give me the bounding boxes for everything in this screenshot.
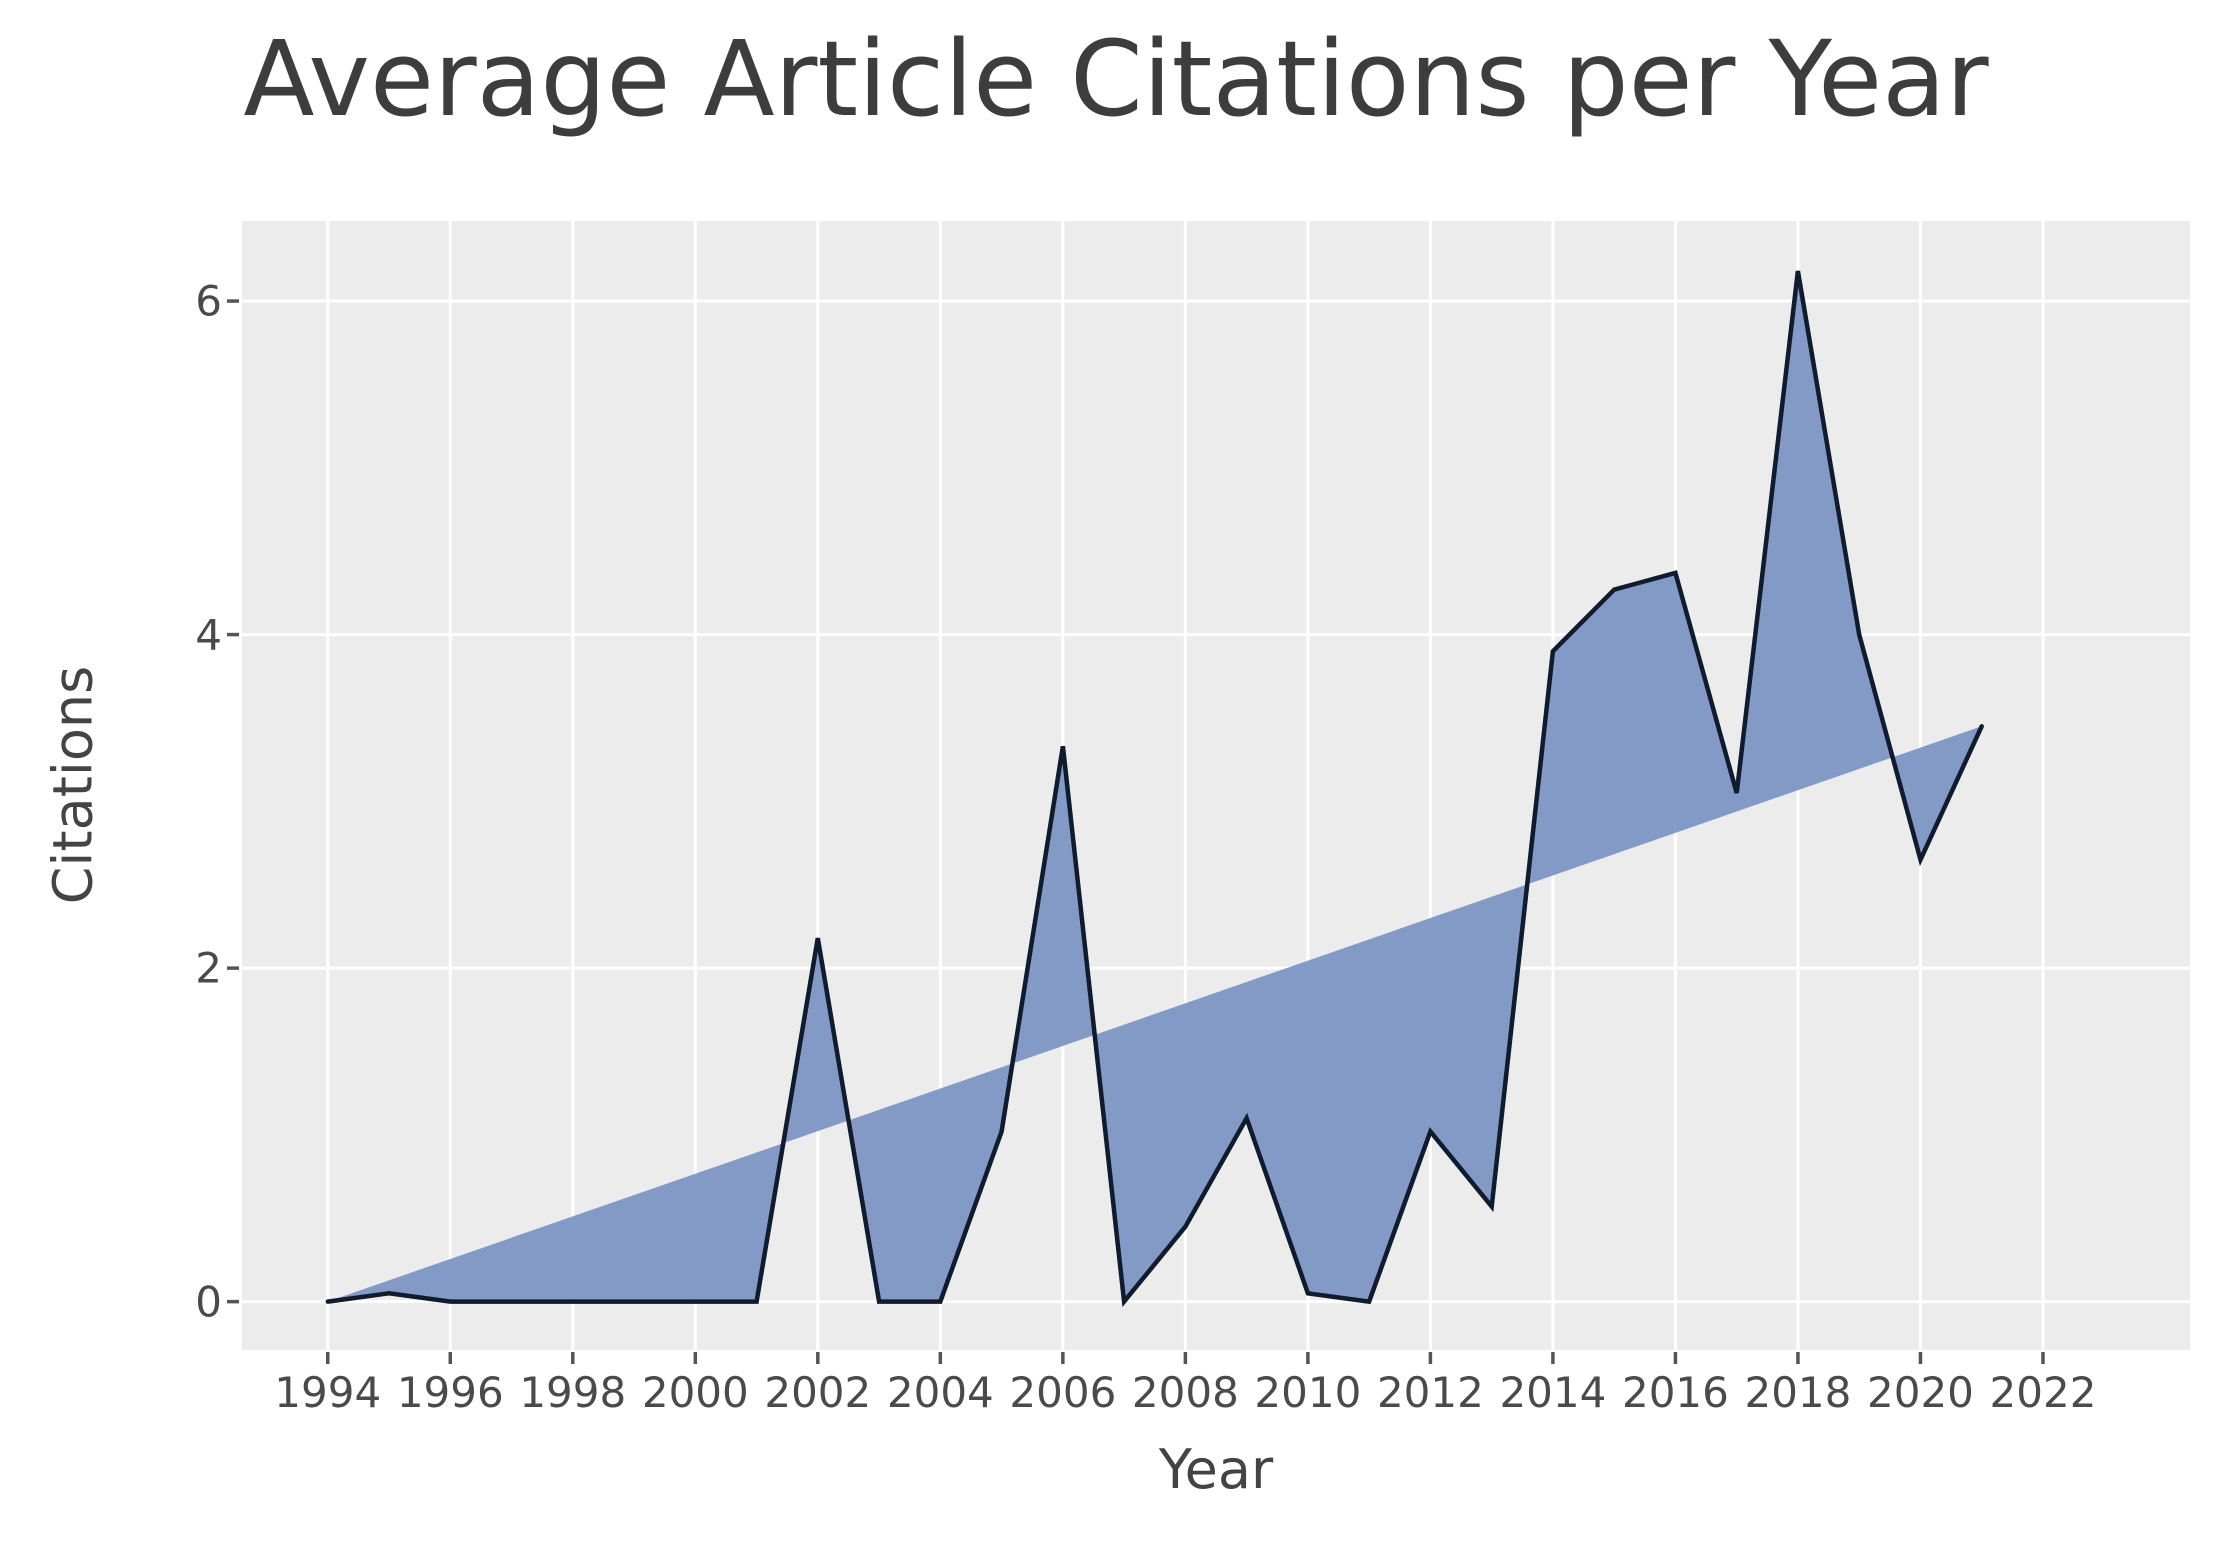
x-tick-label-2020: 2020: [1867, 1368, 1974, 1417]
x-tick-label-2000: 2000: [641, 1368, 749, 1417]
x-tick-label-2010: 2010: [1254, 1368, 1362, 1417]
plot-background: [242, 221, 2190, 1350]
x-tick-label-1998: 1998: [519, 1368, 627, 1417]
x-tick-label-2004: 2004: [886, 1368, 994, 1417]
x-tick-label-2014: 2014: [1499, 1368, 1607, 1417]
x-tick-label-2008: 2008: [1131, 1368, 1239, 1417]
x-tick-label-2006: 2006: [1009, 1368, 1117, 1417]
x-tick-label-2016: 2016: [1621, 1368, 1729, 1417]
x-tick-label-2022: 2022: [1989, 1368, 2097, 1417]
y-tick-label-2: 2: [195, 943, 222, 993]
x-tick-label-1994: 1994: [274, 1368, 382, 1417]
citations-line: [325, 270, 1984, 1308]
x-tick-label-2018: 2018: [1744, 1368, 1852, 1417]
y-tick-label-4: 4: [195, 610, 222, 660]
x-tick-label-1996: 1996: [396, 1368, 504, 1417]
y-tick-label-0: 0: [195, 1277, 222, 1327]
x-tick-label-2012: 2012: [1376, 1368, 1484, 1417]
y-axis-title-text: Citations: [41, 665, 105, 905]
citations-area-fill: [327, 271, 1982, 1302]
y-tick-label-6: 6: [195, 276, 222, 326]
x-tick-label-2002: 2002: [764, 1368, 872, 1417]
chart-title: Average Article Citations per Year: [243, 18, 1989, 140]
x-axis-title: Year: [1158, 1438, 1274, 1501]
